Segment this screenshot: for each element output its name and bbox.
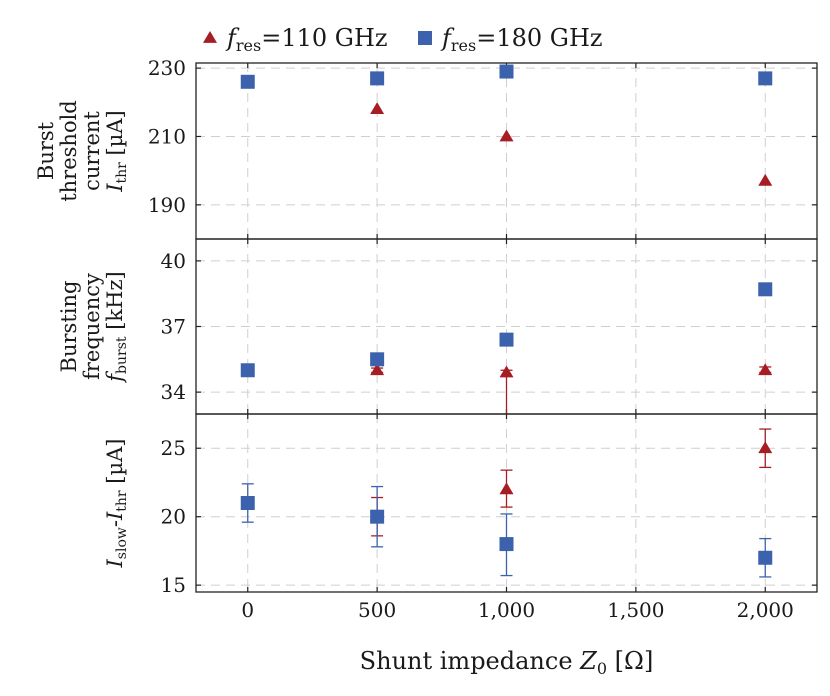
data-point-square: [240, 363, 255, 378]
data-point-square: [758, 71, 773, 86]
y-tick-label: 20: [161, 505, 186, 529]
legend-item-2: fres=180 GHz: [418, 24, 603, 55]
y-axis-title: Islow-Ithr [µA]: [103, 439, 130, 569]
panel-frame: [195, 62, 818, 240]
data-point-triangle: [758, 363, 773, 376]
y-axis-title-symbol-line: fburst [kHz]: [103, 271, 130, 383]
data-point-square: [758, 550, 773, 565]
y-tick-label: 37: [161, 315, 186, 339]
y-tick-label: 40: [161, 249, 186, 273]
data-point-triangle: [370, 102, 385, 115]
y-tick-label: 230: [148, 56, 186, 80]
data-point-square: [758, 282, 773, 297]
x-tick-label: 500: [358, 598, 396, 622]
data-point-square: [370, 71, 385, 86]
legend-marker-square: [418, 31, 432, 45]
legend-marker-triangle: [203, 31, 217, 43]
data-point-square: [499, 332, 514, 347]
y-tick-label: 34: [161, 380, 186, 404]
data-point-triangle: [370, 363, 385, 376]
x-axis-title: Shunt impedance Z0 [Ω]: [360, 647, 654, 678]
data-point-square: [370, 509, 385, 524]
data-point-square: [240, 496, 255, 510]
legend-item-1: fres=110 GHz: [203, 24, 388, 55]
panel-2: 34 37 40 Bursting frequency fburst [kHz]: [57, 238, 818, 415]
y-axis-title-line: current: [80, 111, 104, 191]
data-point-triangle: [499, 129, 514, 142]
series-1: [371, 366, 772, 414]
data-point-square: [370, 352, 385, 367]
series-1: [371, 428, 772, 537]
data-point-triangle: [758, 173, 773, 186]
y-axis-title-line: threshold: [57, 100, 81, 202]
data-point-square: [240, 74, 255, 89]
legend: fres=110 GHz fres=180 GHz: [203, 24, 603, 55]
y-axis-title-line: frequency: [80, 273, 104, 380]
x-tick-label: 1,500: [607, 598, 664, 622]
y-axis-title-symbol-line: Islow-Ithr [µA]: [103, 439, 130, 569]
x-tick-label: 1,000: [478, 598, 535, 622]
data-point-square: [499, 537, 514, 552]
y-axis-title-line: Burst: [34, 121, 58, 180]
y-tick-label: 190: [148, 193, 186, 217]
y-axis-title-line: Bursting: [57, 281, 81, 373]
y-axis-title: Bursting frequency fburst [kHz]: [57, 271, 130, 383]
y-tick-label: 210: [148, 124, 186, 148]
y-axis-title: Burst threshold current Ithr [µA]: [34, 100, 130, 202]
panel-3: 15 20 25 Islow-Ithr [µA]: [103, 413, 818, 597]
data-point-triangle: [499, 482, 514, 495]
legend-label: fres=180 GHz: [440, 24, 603, 55]
x-tick-label: 0: [241, 598, 254, 622]
data-point-triangle: [499, 365, 514, 378]
x-tick-label: 2,000: [737, 598, 794, 622]
y-axis-title-symbol-line: Ithr [µA]: [103, 110, 130, 193]
panel-frame: [195, 413, 818, 593]
y-tick-label: 15: [161, 573, 186, 597]
y-tick-label: 25: [161, 436, 186, 460]
panel-1: 190 210 230 Burst threshold current Ithr [µA]: [34, 56, 818, 240]
data-point-square: [499, 64, 514, 79]
data-point-triangle: [758, 441, 773, 454]
legend-label: fres=110 GHz: [225, 24, 388, 55]
